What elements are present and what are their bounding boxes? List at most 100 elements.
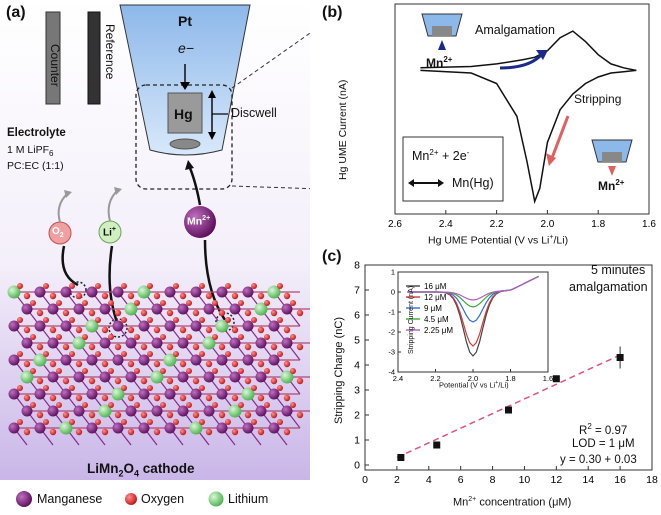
lattice-oxygen-atom bbox=[140, 309, 148, 317]
lattice-oxygen-atom bbox=[264, 300, 270, 306]
lattice-oxygen-atom bbox=[186, 402, 192, 408]
lattice-oxygen-atom bbox=[225, 419, 231, 425]
y-tick-label: 6 bbox=[354, 310, 360, 322]
panel-b-cv-chart: 2.6 2.4 2.2 2.0 1.8 1.6 bbox=[388, 3, 656, 230]
lattice-oxygen-atom bbox=[173, 283, 179, 289]
lattice-oxygen-atom bbox=[82, 402, 88, 408]
lattice-lithium-atom bbox=[7, 285, 21, 299]
lattice-oxygen-atom bbox=[23, 360, 31, 368]
lattice-oxygen-atom bbox=[121, 419, 127, 425]
x-tick-label: 14 bbox=[582, 474, 594, 486]
lattice-oxygen-atom bbox=[108, 334, 114, 340]
x-tick-label: 0 bbox=[362, 474, 368, 486]
lattice-oxygen-atom bbox=[179, 360, 187, 368]
lattice-oxygen-atom bbox=[296, 343, 304, 351]
lattice-oxygen-atom bbox=[290, 368, 296, 374]
y-tick-label: 3 bbox=[354, 385, 360, 397]
lattice-lithium-atom bbox=[241, 387, 255, 401]
lattice-oxygen-atom bbox=[283, 360, 291, 368]
lattice-manganese-atom bbox=[255, 371, 267, 383]
lattice-oxygen-atom bbox=[192, 343, 200, 351]
lattice-oxygen-atom bbox=[17, 351, 23, 357]
lattice-oxygen-atom bbox=[134, 300, 140, 306]
lattice-oxygen-atom bbox=[160, 300, 166, 306]
lattice-oxygen-atom bbox=[56, 300, 62, 306]
lattice-manganese-atom bbox=[125, 371, 137, 383]
lattice-oxygen-atom bbox=[30, 300, 36, 306]
lattice-lithium-atom bbox=[124, 302, 138, 316]
lattice-manganese-atom bbox=[138, 354, 150, 366]
lattice-oxygen-atom bbox=[251, 419, 257, 425]
lattice-manganese-atom bbox=[47, 337, 59, 349]
lattice-oxygen-atom bbox=[231, 326, 239, 334]
lattice-oxygen-atom bbox=[36, 309, 44, 317]
inset-legend-label: 16 μM bbox=[424, 282, 447, 291]
reference-electrode bbox=[87, 11, 101, 105]
data-point bbox=[552, 375, 560, 383]
lattice-manganese-atom bbox=[125, 337, 137, 349]
panel-c-ylabel: Stripping Charge (nC) bbox=[333, 317, 345, 424]
inset-legend-label: 9 μM bbox=[424, 304, 442, 313]
lattice-oxygen-atom bbox=[49, 360, 57, 368]
lattice-oxygen-atom bbox=[205, 428, 213, 436]
lattice-lithium-atom bbox=[215, 319, 229, 333]
lattice-oxygen-atom bbox=[43, 351, 49, 357]
inset-y-tick-label: 0 bbox=[391, 288, 395, 297]
reaction-line-2: Mn(Hg) bbox=[452, 176, 494, 190]
lattice-manganese-atom bbox=[86, 354, 98, 366]
lattice-oxygen-atom bbox=[153, 394, 161, 402]
lattice-oxygen-atom bbox=[69, 283, 75, 289]
x-tick-label: 2 bbox=[394, 474, 400, 486]
lattice-manganese-atom bbox=[177, 405, 189, 417]
lattice-manganese-atom bbox=[21, 405, 33, 417]
lattice-lithium-atom bbox=[163, 353, 177, 367]
lattice-oxygen-atom bbox=[36, 377, 44, 385]
inset-x-tick-label: 2.4 bbox=[393, 374, 403, 383]
lattice-manganese-atom bbox=[99, 303, 111, 315]
x-tick-label: 1.6 bbox=[642, 219, 656, 230]
lattice-lithium-atom bbox=[33, 353, 47, 367]
lattice-oxygen-atom bbox=[257, 360, 265, 368]
fit-line bbox=[396, 354, 621, 459]
li-label: Li+ bbox=[103, 226, 116, 239]
lattice-oxygen-atom bbox=[56, 334, 62, 340]
lattice-manganese-atom bbox=[242, 320, 254, 332]
lattice-oxygen-atom bbox=[101, 428, 109, 436]
lattice-oxygen-atom bbox=[257, 428, 265, 436]
y-tick-label: 1 bbox=[354, 435, 360, 447]
x-tick-label: 4 bbox=[426, 474, 432, 486]
inset-y-tick-label: 1 bbox=[391, 268, 395, 277]
lattice-oxygen-atom bbox=[127, 428, 135, 436]
lattice-manganese-atom bbox=[99, 337, 111, 349]
lattice-manganese-atom bbox=[268, 422, 280, 434]
lattice-manganese-atom bbox=[47, 371, 59, 383]
lattice-manganese-atom bbox=[112, 354, 124, 366]
lattice-oxygen-atom bbox=[192, 309, 200, 317]
lattice-oxygen-atom bbox=[36, 411, 44, 419]
lattice-oxygen-atom bbox=[62, 309, 70, 317]
lattice-oxygen-atom bbox=[205, 326, 213, 334]
lattice-oxygen-atom bbox=[199, 317, 205, 323]
x-tick-label: 1.8 bbox=[591, 219, 605, 230]
inset-y-tick-label: -1 bbox=[388, 308, 395, 317]
lattice-manganese-atom bbox=[34, 388, 46, 400]
lattice-oxygen-atom bbox=[95, 351, 101, 357]
lattice-manganese-atom bbox=[164, 388, 176, 400]
lattice-manganese-atom bbox=[216, 388, 228, 400]
lattice-oxygen-atom bbox=[173, 317, 179, 323]
lattice-oxygen-atom bbox=[82, 300, 88, 306]
lattice-oxygen-atom bbox=[277, 283, 283, 289]
inset-xlabel: Potential (V vs Li+/Li) bbox=[439, 380, 509, 390]
lattice-oxygen-atom bbox=[244, 411, 252, 419]
lattice-oxygen-atom bbox=[251, 317, 257, 323]
inset-x-tick-label: 1.8 bbox=[505, 374, 515, 383]
lattice-oxygen-atom bbox=[277, 419, 283, 425]
lattice-manganese-atom bbox=[177, 371, 189, 383]
lattice-oxygen-atom bbox=[56, 402, 62, 408]
lattice-oxygen-atom bbox=[95, 385, 101, 391]
lattice-oxygen-atom bbox=[121, 283, 127, 289]
lattice-manganese-atom bbox=[242, 354, 254, 366]
lattice-manganese-atom bbox=[73, 371, 85, 383]
mn-bottom-label: Mn2+ bbox=[598, 178, 625, 193]
lattice-oxygen-atom bbox=[244, 343, 252, 351]
